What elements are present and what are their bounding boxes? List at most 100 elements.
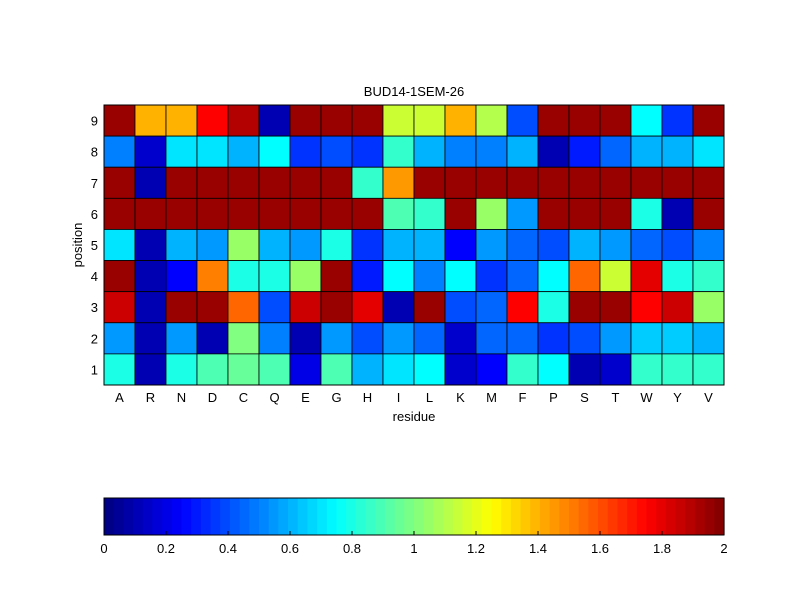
heatmap-cell: [351, 166, 384, 199]
y-tick-label: 5: [91, 238, 98, 253]
heatmap-cell: [227, 322, 260, 355]
x-tick-label: T: [612, 390, 620, 405]
x-tick-label: Q: [269, 390, 279, 405]
x-tick-label: F: [519, 390, 527, 405]
colorbar-segment: [578, 498, 589, 535]
heatmap-cell: [165, 291, 198, 324]
heatmap-cell: [444, 353, 477, 386]
heatmap-cell: [320, 322, 353, 355]
colorbar-segment: [491, 498, 502, 535]
colorbar-segment: [123, 498, 134, 535]
colorbar-segment: [365, 498, 376, 535]
x-tick-label: H: [363, 390, 372, 405]
colorbar-tick-label: 0: [100, 541, 107, 556]
colorbar-segment: [152, 498, 163, 535]
heatmap-cell: [320, 166, 353, 199]
heatmap-cell: [103, 197, 136, 230]
heatmap-cell: [506, 260, 539, 293]
heatmap-cell: [630, 353, 663, 386]
heatmap-cell: [382, 322, 415, 355]
heatmap-cell: [599, 229, 632, 261]
heatmap-cell: [537, 229, 570, 261]
heatmap-cell: [382, 353, 415, 386]
colorbar-tick-label: 1.6: [591, 541, 609, 556]
heatmap-cell: [630, 166, 663, 199]
x-tick-label: D: [208, 390, 217, 405]
heatmap-cell: [258, 166, 291, 199]
heatmap-cell: [475, 104, 508, 137]
plot-border: [103, 104, 725, 386]
heatmap-cell: [692, 229, 725, 261]
heatmap-cell: [444, 166, 477, 199]
colorbar-tick-label: 0.2: [157, 541, 175, 556]
y-tick-label: 1: [91, 362, 98, 377]
colorbar-tick-label: 0.4: [219, 541, 237, 556]
colorbar-segment: [307, 498, 318, 535]
heatmap-cell: [382, 135, 415, 168]
heatmap-cell: [506, 291, 539, 324]
heatmap-cell: [227, 229, 260, 261]
heatmap-cell: [289, 166, 322, 199]
heatmap-cell: [258, 322, 291, 355]
heatmap-cell: [351, 229, 384, 261]
heatmap-cell: [258, 197, 291, 230]
heatmap-cell: [475, 166, 508, 199]
colorbar-tick-label: 0.8: [343, 541, 361, 556]
colorbar-segment: [549, 498, 560, 535]
heatmap-cell: [475, 229, 508, 261]
heatmap-cell: [103, 322, 136, 355]
heatmap-cell: [475, 322, 508, 355]
heatmap-cell: [351, 353, 384, 386]
heatmap-cell: [289, 353, 322, 386]
colorbar-segment: [326, 498, 338, 535]
x-tick-label: L: [426, 390, 433, 405]
heatmap-cell: [506, 135, 539, 168]
heatmap-cell: [661, 353, 694, 386]
heatmap-cell: [134, 353, 167, 386]
colorbar-segment: [104, 498, 115, 535]
heatmap-cell: [506, 197, 539, 230]
heatmap-cell: [258, 135, 291, 168]
heatmap-cell: [258, 353, 291, 386]
heatmap-cell: [661, 197, 694, 230]
y-tick-label: 3: [91, 300, 98, 315]
heatmap-cell: [227, 353, 260, 386]
heatmap-cell: [444, 104, 477, 137]
heatmap-cell: [320, 135, 353, 168]
colorbar-segment: [259, 498, 270, 535]
heatmap-cell: [599, 353, 632, 386]
heatmap-cell: [258, 229, 291, 261]
heatmap-cell: [692, 353, 725, 386]
heatmap-cell: [196, 166, 229, 199]
heatmap-cell: [196, 135, 229, 168]
y-tick-label: 7: [91, 176, 98, 191]
heatmap-cell: [444, 229, 477, 261]
heatmap-cell: [227, 260, 260, 293]
x-tick-label: R: [146, 390, 155, 405]
heatmap-cell: [382, 197, 415, 230]
heatmap-cell: [630, 197, 663, 230]
heatmap-cell: [692, 260, 725, 293]
heatmap-cells: [103, 104, 725, 386]
heatmap-cell: [103, 260, 136, 293]
heatmap-cell: [506, 166, 539, 199]
heatmap-cell: [351, 104, 384, 137]
heatmap-cell: [196, 353, 229, 386]
heatmap-cell: [537, 135, 570, 168]
heatmap-cell: [661, 260, 694, 293]
colorbar-segment: [249, 498, 260, 535]
heatmap-cell: [444, 291, 477, 324]
colorbar-segment: [646, 498, 657, 535]
heatmap-cell: [227, 291, 260, 324]
heatmap-cell: [351, 291, 384, 324]
heatmap-cell: [692, 197, 725, 230]
heatmap-cell: [134, 322, 167, 355]
heatmap-cell: [289, 197, 322, 230]
heatmap-cell: [196, 197, 229, 230]
heatmap-cell: [320, 260, 353, 293]
colorbar-segment: [375, 498, 386, 535]
colorbar-segment: [472, 498, 483, 535]
y-tick-label: 2: [91, 331, 98, 346]
x-tick-label: Y: [673, 390, 682, 405]
heatmap-cell: [382, 291, 415, 324]
